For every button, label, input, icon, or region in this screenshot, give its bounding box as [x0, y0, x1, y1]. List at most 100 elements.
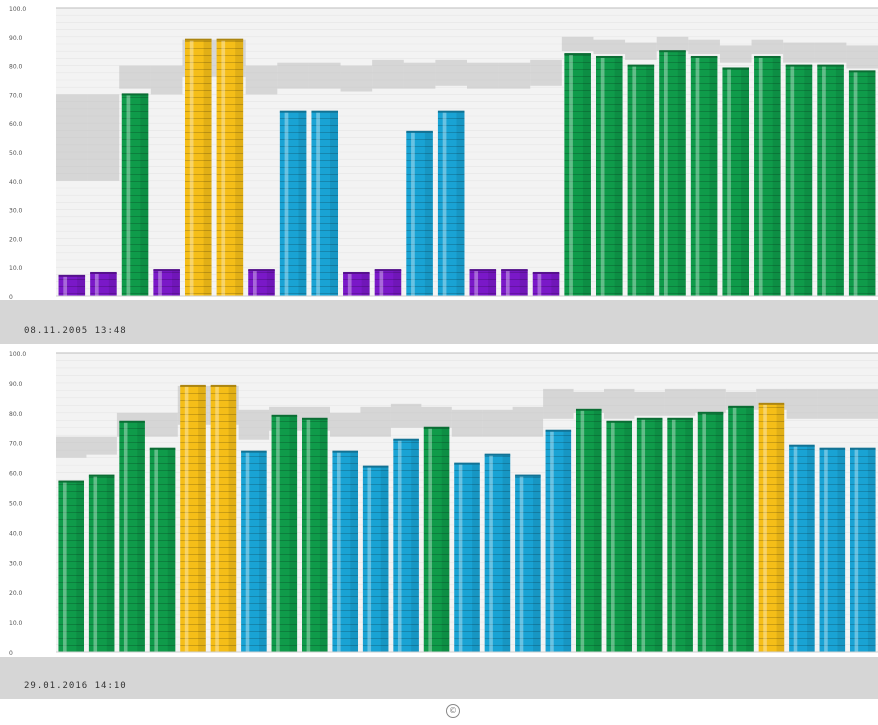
bar-cap	[789, 444, 815, 447]
y-tick-label: 90.0	[9, 381, 23, 388]
bar-chart-1: 0 10.0 20.0 30.0 40.0 50.0 60.0 70.0 80.0 90.0 100…	[9, 6, 878, 300]
bar-cap	[532, 271, 560, 274]
bar-highlight	[63, 481, 67, 652]
range-band	[846, 45, 878, 69]
bar-shadow	[582, 54, 591, 296]
bar-shadow	[330, 111, 339, 297]
bar	[279, 111, 307, 297]
bar-cap	[515, 474, 541, 477]
bar-shadow	[108, 272, 117, 296]
bar-shadow	[361, 272, 370, 296]
bar-cap	[484, 453, 511, 456]
range-band	[817, 388, 848, 419]
bar	[210, 385, 237, 652]
bar-highlight	[793, 445, 798, 652]
bar-highlight	[306, 418, 311, 652]
bar-shadow	[171, 270, 180, 296]
bar-shadow	[502, 454, 511, 652]
bar-highlight	[253, 270, 257, 296]
bar	[332, 451, 359, 652]
bar-cap	[758, 402, 785, 405]
bar-highlight	[458, 463, 463, 652]
bar-shadow	[441, 427, 450, 652]
bar-shadow	[198, 385, 206, 652]
y-tick-label: 100.0	[9, 351, 26, 358]
y-tick-label: 10.0	[9, 620, 23, 627]
range-band	[512, 406, 544, 437]
bar-cap	[180, 384, 206, 387]
range-band	[56, 94, 88, 181]
range-band	[435, 59, 467, 86]
bar	[153, 270, 180, 296]
chart-panel-2: 0 10.0 20.0 30.0 40.0 50.0 60.0 70.0 80.0 90.0 100…	[0, 345, 878, 708]
range-band	[786, 388, 818, 419]
bar	[758, 403, 785, 652]
bar-highlight	[489, 454, 493, 652]
range-band	[625, 42, 657, 60]
bar-highlight	[611, 421, 615, 652]
bar	[437, 111, 465, 297]
bar-highlight	[790, 65, 795, 296]
bar-shadow	[259, 451, 267, 652]
bar-shadow	[551, 272, 560, 296]
bar-highlight	[632, 65, 637, 296]
bar-highlight	[854, 448, 859, 652]
bar-highlight	[695, 56, 700, 297]
bar	[515, 475, 541, 652]
bar-highlight	[63, 275, 68, 296]
y-tick-label: 40.0	[9, 530, 23, 537]
bar	[343, 272, 370, 296]
range-band	[688, 39, 720, 55]
bar-shadow	[746, 406, 754, 652]
range-band	[573, 391, 604, 413]
range-band	[150, 65, 183, 95]
bar-cap	[595, 55, 623, 58]
bar-highlight	[123, 421, 128, 652]
bar	[564, 54, 591, 296]
range-band	[634, 391, 665, 416]
bar-shadow	[140, 94, 149, 297]
bar-cap	[216, 38, 244, 41]
bar	[789, 445, 815, 652]
bar-shadow	[411, 439, 419, 652]
bar-cap	[627, 64, 655, 67]
y-tick-label: 20.0	[9, 236, 23, 243]
bar-highlight	[671, 418, 676, 652]
bar-highlight	[824, 448, 828, 652]
bar	[659, 51, 686, 297]
range-band	[751, 39, 784, 55]
bar	[58, 481, 85, 652]
bar	[119, 421, 145, 652]
copyright-mark: ©	[446, 704, 460, 718]
bar	[849, 448, 876, 652]
bar-highlight	[367, 466, 372, 652]
bar	[697, 412, 724, 652]
bar-shadow	[685, 418, 693, 652]
y-tick-label: 30.0	[9, 208, 23, 215]
range-band	[604, 388, 635, 419]
bar-shadow	[804, 65, 813, 296]
bar	[216, 39, 244, 297]
bar	[311, 111, 339, 297]
bar-cap	[374, 269, 402, 272]
bar	[301, 418, 328, 652]
range-band	[421, 406, 452, 428]
bar	[627, 65, 655, 296]
bar-cap	[564, 53, 591, 56]
bar	[121, 94, 149, 297]
bar-highlight	[379, 270, 384, 296]
bar-cap	[88, 474, 115, 477]
bar-shadow	[614, 56, 623, 297]
bar-highlight	[221, 39, 226, 297]
bar-cap	[393, 438, 419, 441]
bar	[180, 385, 206, 652]
bar-highlight	[727, 68, 731, 296]
bar-cap	[119, 420, 145, 423]
bar-cap	[153, 269, 180, 272]
bar-highlight	[189, 39, 194, 297]
y-tick-label: 0	[9, 294, 13, 300]
bar-cap	[184, 38, 212, 41]
range-band	[372, 59, 404, 89]
bar-highlight	[411, 131, 415, 296]
bar-shadow	[677, 51, 686, 297]
